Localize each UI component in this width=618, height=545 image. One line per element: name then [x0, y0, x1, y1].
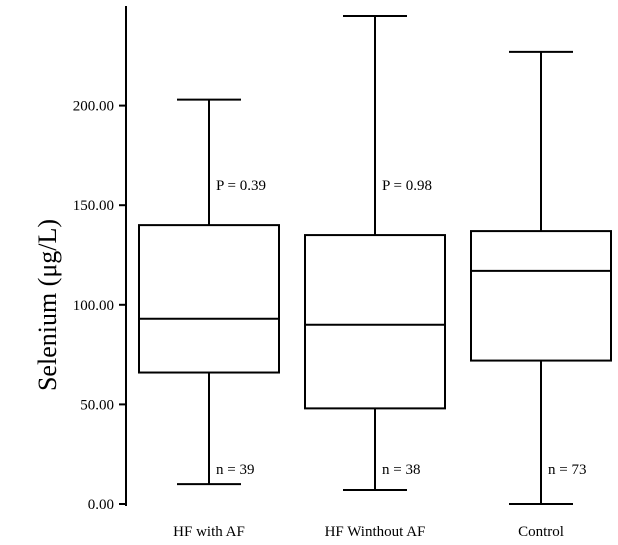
- x-category-label: Control: [518, 524, 564, 540]
- axes: 0.00 50.00 100.00 150.00 200.00: [73, 6, 127, 513]
- y-tick-label: 200.00: [73, 99, 114, 115]
- n-label: n = 39: [216, 462, 254, 478]
- box-group: [138, 98, 280, 486]
- y-tick-label: 100.00: [73, 298, 114, 314]
- n-label: n = 73: [548, 462, 586, 478]
- labels: HF with AF n = 39 P = 0.39 HF Winthout AF n …: [173, 178, 586, 540]
- x-category-label: HF with AF: [173, 524, 245, 540]
- y-tick-label: 0.00: [88, 497, 114, 513]
- n-label: n = 38: [382, 462, 420, 478]
- box-iqr: [470, 230, 612, 362]
- box-group: [470, 50, 612, 505]
- y-axis-label: Selenium (μg/L): [33, 219, 62, 391]
- boxes: [138, 14, 612, 505]
- box-iqr: [138, 224, 280, 374]
- box-iqr: [304, 234, 446, 410]
- p-value-label: P = 0.39: [216, 178, 266, 194]
- x-category-label: HF Winthout AF: [325, 524, 426, 540]
- p-value-label: P = 0.98: [382, 178, 432, 194]
- box-group: [304, 14, 446, 492]
- y-tick-label: 150.00: [73, 198, 114, 214]
- y-tick-label: 50.00: [80, 397, 114, 413]
